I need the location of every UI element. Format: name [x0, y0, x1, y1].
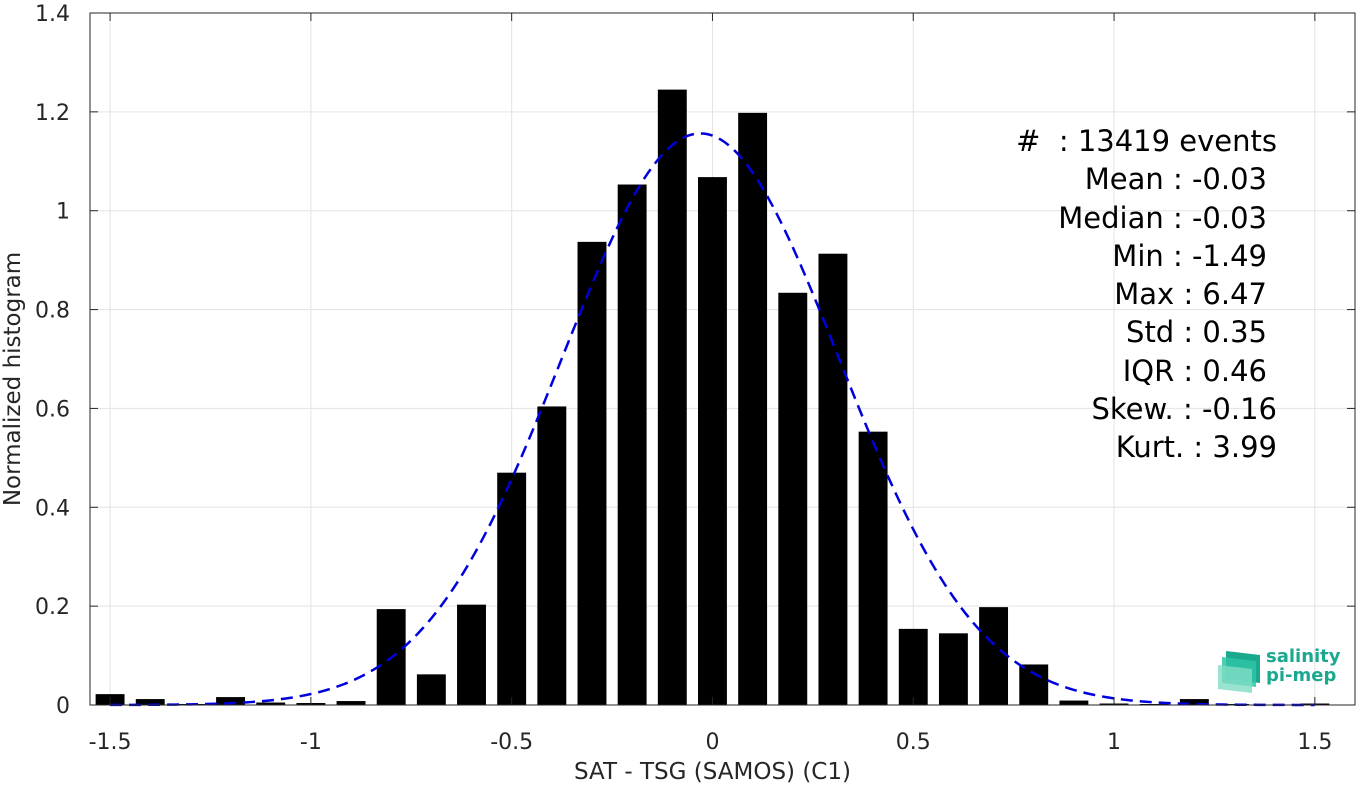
logo-line-pimep: pi-mep: [1266, 665, 1337, 686]
plot-frame: [89, 12, 1356, 706]
stat-min: Min : -1.49: [1112, 238, 1267, 273]
logo-text: salinity pi-mep: [1266, 647, 1341, 685]
histogram-bar: [979, 607, 1009, 705]
x-tick-label: -0.5: [490, 730, 533, 755]
y-tick-label: 0.6: [35, 397, 70, 422]
x-tick-label: 0: [705, 730, 719, 755]
histogram-bar: [1019, 664, 1049, 705]
histogram-bar: [256, 702, 286, 705]
histogram-bar: [1059, 700, 1089, 705]
histogram-bar: [1179, 699, 1209, 705]
x-tick-label: 1: [1107, 730, 1121, 755]
histogram-bar: [336, 701, 366, 705]
y-tick-label: 1: [56, 200, 70, 225]
histogram-bar: [898, 628, 928, 705]
histogram-bar: [818, 253, 848, 705]
histogram-bar: [778, 292, 808, 705]
wave-logo-icon: [1218, 651, 1260, 693]
histogram-bar: [617, 184, 647, 705]
histogram-bar: [216, 697, 246, 705]
stat-skew: Skew. : -0.16: [1091, 392, 1277, 427]
salinity-pimep-logo: salinity pi-mep: [1216, 647, 1346, 695]
histogram-bar: [416, 674, 446, 705]
x-axis-label: SAT - TSG (SAMOS) (C1): [574, 759, 851, 785]
histogram-bar: [135, 699, 165, 705]
statistics-box: # : 13419 events Mean : -0.03 Median : -…: [1016, 122, 1277, 467]
stat-std: Std : 0.35: [1126, 315, 1267, 350]
stat-mean: Mean : -0.03: [1084, 162, 1267, 197]
x-axis-ticks: -1.5 -1 -0.5 0 0.5 1 1.5: [89, 13, 1332, 755]
stat-events: # : 13419 events: [1016, 124, 1277, 158]
stat-max: Max : 6.47: [1114, 277, 1267, 312]
x-tick-label: -1: [300, 730, 322, 755]
histogram-bar: [577, 241, 607, 705]
stat-median: Median : -0.03: [1058, 200, 1267, 235]
y-axis-label: Normalized histogram: [0, 252, 26, 506]
normal-fit-curve: [110, 132, 1315, 707]
y-tick-label: 1.2: [35, 101, 70, 126]
y-tick-label: 0.4: [35, 496, 70, 521]
stat-iqr: IQR : 0.46: [1122, 353, 1267, 388]
histogram-bar: [457, 604, 486, 705]
y-tick-label: 0.8: [35, 299, 70, 324]
y-tick-label: 0: [56, 694, 70, 719]
histogram-bar: [657, 89, 687, 706]
y-tick-label: 1.4: [35, 2, 70, 27]
x-tick-label: 1.5: [1297, 730, 1332, 755]
histogram-bar: [858, 431, 888, 705]
histogram-bars: [95, 89, 1330, 706]
histogram-bar: [497, 472, 527, 705]
y-axis-ticks: 0 0.2 0.4 0.6 0.8 1 1.2 1.4: [35, 2, 1355, 719]
histogram-bar: [938, 633, 968, 705]
logo-line-salinity: salinity: [1266, 646, 1341, 667]
histogram-bar: [738, 112, 768, 706]
stat-kurt: Kurt. : 3.99: [1115, 430, 1277, 465]
x-tick-label: -1.5: [89, 730, 132, 755]
y-tick-label: 0.2: [35, 595, 70, 620]
histogram-bar: [698, 177, 727, 706]
x-tick-label: 0.5: [896, 730, 931, 755]
histogram-bar: [537, 406, 567, 705]
